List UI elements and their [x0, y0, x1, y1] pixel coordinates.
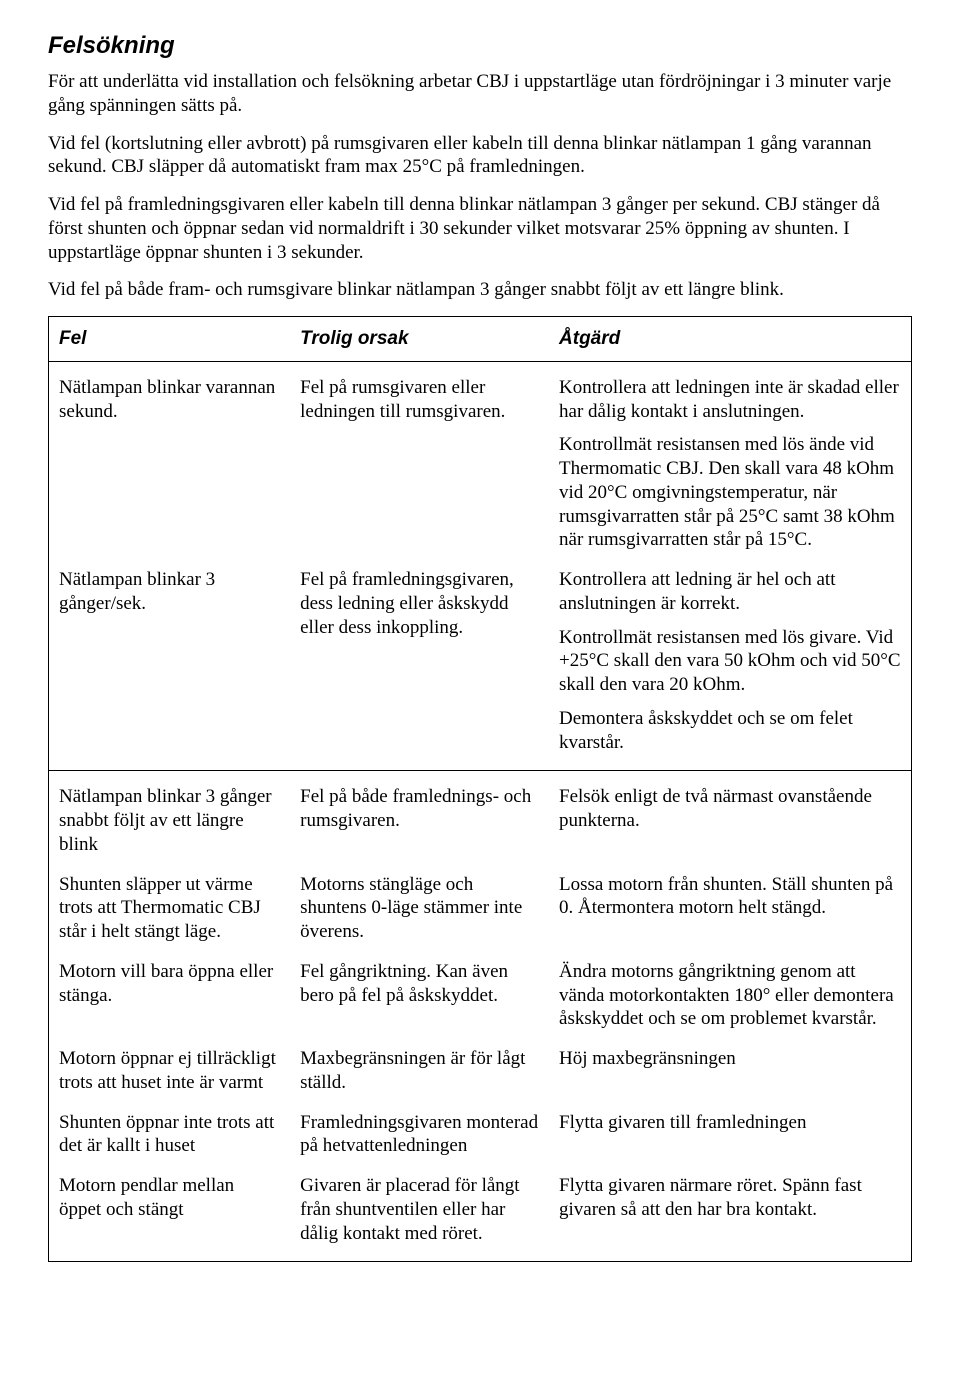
cell-orsak: Fel på både framlednings- och rumsgivare… [290, 771, 549, 865]
table-row: Nätlampan blinkar 3 gånger/sek. Fel på f… [49, 560, 912, 771]
text: Felsök enligt de två närmast ovanstående… [559, 785, 901, 833]
text: Motorn öppnar ej tillräckligt trots att … [59, 1047, 280, 1095]
text: Motorn vill bara öppna eller stänga. [59, 960, 280, 1008]
text: Framledningsgivaren monterad på hetvatte… [300, 1111, 539, 1159]
cell-atg: Höj maxbegränsningen [549, 1039, 911, 1103]
text: Nätlampan blinkar 3 gånger/sek. [59, 568, 280, 616]
intro-paragraph-4: Vid fel på både fram- och rumsgivare bli… [48, 278, 912, 302]
table-row: Shunten släpper ut värme trots att Therm… [49, 865, 912, 952]
cell-orsak: Framledningsgivaren monterad på hetvatte… [290, 1103, 549, 1167]
text: Flytta givaren till framledningen [559, 1111, 901, 1135]
text: Lossa motorn från shunten. Ställ shunten… [559, 873, 901, 921]
cell-orsak: Maxbegränsningen är för lågt ställd. [290, 1039, 549, 1103]
cell-fel: Motorn pendlar mellan öppet och stängt [49, 1166, 291, 1262]
cell-atg: Flytta givaren närmare röret. Spänn fast… [549, 1166, 911, 1262]
cell-fel: Motorn öppnar ej tillräckligt trots att … [49, 1039, 291, 1103]
text: Ändra motorns gångriktning genom att vän… [559, 960, 901, 1031]
table-row: Motorn pendlar mellan öppet och stängt G… [49, 1166, 912, 1262]
cell-atg: Felsök enligt de två närmast ovanstående… [549, 771, 911, 865]
header-orsak: Trolig orsak [290, 317, 549, 362]
header-fel: Fel [49, 317, 291, 362]
table-row: Nätlampan blinkar varannan sekund. Fel p… [49, 361, 912, 560]
cell-fel: Nätlampan blinkar varannan sekund. [49, 361, 291, 560]
cell-orsak: Motorns stängläge och shuntens 0-läge st… [290, 865, 549, 952]
table-row: Motorn vill bara öppna eller stänga. Fel… [49, 952, 912, 1039]
text: Demontera åskskyddet och se om felet kva… [559, 707, 901, 755]
text: Givaren är placerad för långt från shunt… [300, 1174, 539, 1245]
text: Shunten släpper ut värme trots att Therm… [59, 873, 280, 944]
text: Fel på rumsgivaren eller ledningen till … [300, 376, 539, 424]
text: Shunten öppnar inte trots att det är kal… [59, 1111, 280, 1159]
text: Kontrollmät resistansen med lös ände vid… [559, 433, 901, 552]
table-row: Nätlampan blinkar 3 gånger snabbt följt … [49, 771, 912, 865]
text: Nätlampan blinkar 3 gånger snabbt följt … [59, 785, 280, 856]
text: Fel gångriktning. Kan även bero på fel p… [300, 960, 539, 1008]
cell-orsak: Fel på rumsgivaren eller ledningen till … [290, 361, 549, 560]
text: Nätlampan blinkar varannan sekund. [59, 376, 280, 424]
table-header-row: Fel Trolig orsak Åtgärd [49, 317, 912, 362]
intro-paragraph-1: För att underlätta vid installation och … [48, 70, 912, 118]
troubleshooting-table: Fel Trolig orsak Åtgärd Nätlampan blinka… [48, 316, 912, 1262]
text: Kontrollmät resistansen med lös givare. … [559, 626, 901, 697]
cell-fel: Nätlampan blinkar 3 gånger snabbt följt … [49, 771, 291, 865]
intro-paragraph-2: Vid fel (kortslutning eller avbrott) på … [48, 132, 912, 180]
intro-block: För att underlätta vid installation och … [48, 70, 912, 302]
text: Kontrollera att ledningen inte är skadad… [559, 376, 901, 424]
text: Flytta givaren närmare röret. Spänn fast… [559, 1174, 901, 1222]
table-row: Motorn öppnar ej tillräckligt trots att … [49, 1039, 912, 1103]
cell-orsak: Fel på framledningsgivaren, dess ledning… [290, 560, 549, 771]
text: Fel på framledningsgivaren, dess ledning… [300, 568, 539, 639]
cell-atg: Kontrollera att ledning är hel och att a… [549, 560, 911, 771]
text: Kontrollera att ledning är hel och att a… [559, 568, 901, 616]
cell-atg: Kontrollera att ledningen inte är skadad… [549, 361, 911, 560]
text: Fel på både framlednings- och rumsgivare… [300, 785, 539, 833]
text: Maxbegränsningen är för lågt ställd. [300, 1047, 539, 1095]
cell-atg: Flytta givaren till framledningen [549, 1103, 911, 1167]
cell-atg: Lossa motorn från shunten. Ställ shunten… [549, 865, 911, 952]
cell-atg: Ändra motorns gångriktning genom att vän… [549, 952, 911, 1039]
table-row: Shunten öppnar inte trots att det är kal… [49, 1103, 912, 1167]
cell-fel: Nätlampan blinkar 3 gånger/sek. [49, 560, 291, 771]
text: Höj maxbegränsningen [559, 1047, 901, 1071]
header-atg: Åtgärd [549, 317, 911, 362]
cell-orsak: Givaren är placerad för långt från shunt… [290, 1166, 549, 1262]
text: Motorn pendlar mellan öppet och stängt [59, 1174, 280, 1222]
text: Motorns stängläge och shuntens 0-läge st… [300, 873, 539, 944]
cell-fel: Shunten öppnar inte trots att det är kal… [49, 1103, 291, 1167]
cell-fel: Motorn vill bara öppna eller stänga. [49, 952, 291, 1039]
page: Felsökning För att underlätta vid instal… [0, 0, 960, 1388]
intro-paragraph-3: Vid fel på framledningsgivaren eller kab… [48, 193, 912, 264]
page-title: Felsökning [48, 32, 912, 60]
cell-orsak: Fel gångriktning. Kan även bero på fel p… [290, 952, 549, 1039]
cell-fel: Shunten släpper ut värme trots att Therm… [49, 865, 291, 952]
